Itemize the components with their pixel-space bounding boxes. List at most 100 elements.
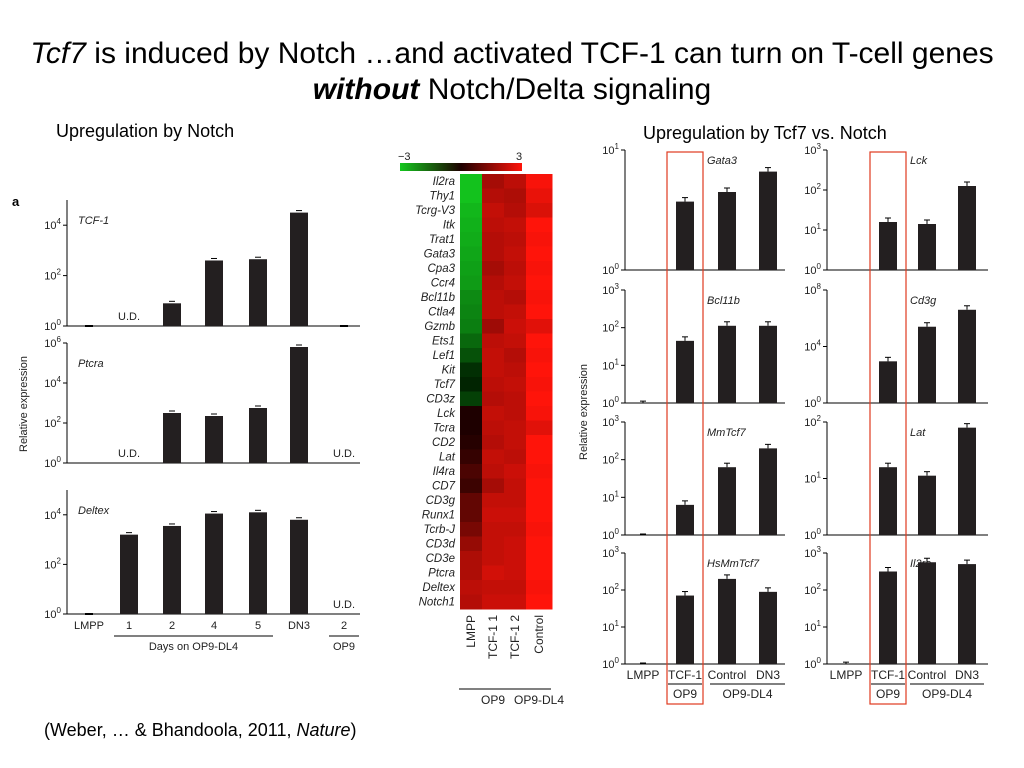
x-tick-label: LMPP: [830, 668, 863, 682]
heat-cell: [526, 319, 553, 334]
heat-cell: [460, 594, 483, 610]
bar: [958, 427, 976, 535]
heat-row-label: CD3e: [426, 553, 455, 565]
bar: [163, 303, 181, 326]
heat-cell: [504, 232, 527, 247]
y-tick-label: 100: [602, 395, 619, 410]
x-tick-label: 2: [341, 620, 347, 632]
heat-scale-max: 3: [516, 151, 522, 163]
panel-gene-name: TCF-1: [78, 215, 109, 227]
y-tick-label: 102: [44, 556, 61, 571]
heat-cell: [526, 377, 553, 392]
heat-cell: [460, 493, 483, 508]
title-emphasis: without: [312, 73, 420, 106]
x-tick-label: Control: [708, 668, 747, 682]
heat-row-label: Thy1: [429, 191, 455, 203]
heat-row-label: Il2ra: [433, 176, 455, 188]
citation-authors: (Weber, … & Bhandoola, 2011,: [44, 720, 297, 740]
heat-cell: [482, 275, 505, 291]
bar: [676, 595, 694, 664]
heat-cell: [504, 522, 527, 537]
y-tick-label: 102: [804, 182, 821, 197]
heat-row-label: Notch1: [419, 597, 455, 609]
heat-cell: [482, 174, 505, 189]
panel-gene-name: MmTcf7: [707, 427, 747, 439]
heat-cell: [482, 232, 505, 247]
heat-cell: [482, 290, 505, 305]
heat-cell: [504, 377, 527, 392]
bar: [205, 416, 223, 463]
heat-cell: [526, 522, 553, 537]
x-tick-label: LMPP: [627, 668, 660, 682]
heat-cell: [526, 551, 553, 566]
heat-cell: [526, 391, 553, 407]
bar: [958, 309, 976, 403]
panel-gene-name: Cd3g: [910, 295, 937, 307]
y-tick-label: 101: [804, 619, 821, 634]
bar: [249, 259, 267, 326]
ud-label: U.D.: [333, 599, 355, 611]
panel-gene-name: Lck: [910, 155, 928, 167]
heat-cell: [460, 377, 483, 392]
heat-cell: [504, 493, 527, 508]
group-label: OP9-DL4: [722, 687, 772, 701]
y-tick-label: 101: [804, 222, 821, 237]
heat-cell: [460, 565, 483, 581]
bar: [290, 519, 308, 614]
ud-label: U.D.: [118, 311, 140, 323]
heat-row-label: Tcrb-J: [423, 524, 455, 536]
heat-row-label: Ctla4: [428, 307, 455, 319]
bar: [918, 224, 936, 270]
heat-row-label: Tcra: [433, 423, 455, 435]
heat-cell: [460, 333, 483, 349]
heat-cell: [460, 449, 483, 465]
bar: [918, 562, 936, 664]
heat-cell: [460, 391, 483, 407]
heat-cell: [482, 217, 505, 233]
heat-column-label: LMPP: [464, 615, 478, 648]
heat-cell: [504, 435, 527, 450]
heat-cell: [482, 261, 505, 276]
highlight-box: [666, 151, 704, 705]
heat-column-label: TCF-1 1: [486, 615, 500, 659]
y-tick-label: 101: [602, 619, 619, 634]
heat-cell: [482, 449, 505, 465]
heat-row-label: Ccr4: [431, 278, 455, 290]
bar: [759, 171, 777, 270]
heat-cell: [504, 261, 527, 276]
heat-cell: [460, 348, 483, 363]
heat-cell: [482, 203, 505, 218]
heat-cell: [482, 493, 505, 508]
heat-cell: [482, 391, 505, 407]
y-tick-label: 100: [804, 527, 821, 542]
y-tick-label: 104: [44, 375, 61, 390]
heat-cell: [482, 536, 505, 552]
bar: [759, 325, 777, 403]
heat-row-label: Tcf7: [434, 379, 456, 391]
y-tick-label: 102: [602, 452, 619, 467]
heat-row-label: Cpa3: [428, 263, 456, 275]
heat-cell: [526, 333, 553, 349]
x-tick-label: DN3: [288, 620, 310, 632]
y-tick-label: 104: [804, 339, 821, 354]
heat-cell: [460, 203, 483, 218]
heat-row-label: Lck: [437, 408, 456, 420]
heat-cell: [460, 435, 483, 450]
x-tick-label: TCF-1: [871, 668, 905, 682]
heat-cell: [460, 478, 483, 494]
heat-cell: [460, 174, 483, 189]
heat-cell: [504, 290, 527, 305]
heat-row-label: Gata3: [424, 249, 456, 261]
heat-cell: [504, 275, 527, 291]
heat-cell: [526, 536, 553, 552]
heat-cell: [526, 594, 553, 610]
heat-cell: [482, 464, 505, 479]
y-tick-label: 104: [44, 507, 61, 522]
heat-row-label: Il4ra: [433, 466, 455, 478]
heat-cell: [460, 275, 483, 291]
heat-cell: [504, 464, 527, 479]
heat-cell: [482, 319, 505, 334]
heat-cell: [504, 551, 527, 566]
heat-row-label: CD3g: [426, 495, 456, 507]
heat-cell: [526, 188, 553, 204]
